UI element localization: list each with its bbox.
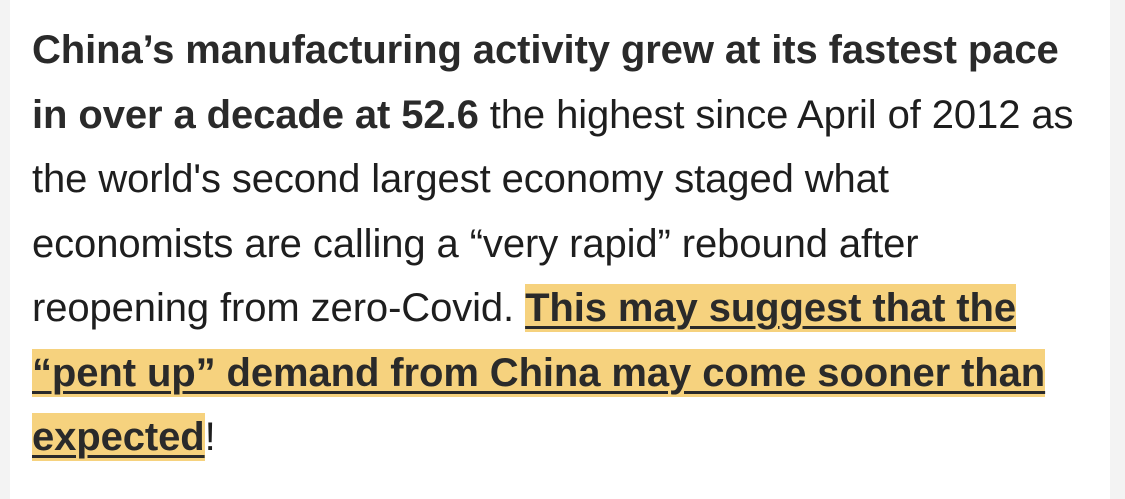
- article-card: China’s manufacturing activity grew at i…: [10, 0, 1110, 499]
- body-text: the highest since April of 2012 as the w…: [32, 92, 1074, 331]
- closing-punctuation: !: [204, 415, 216, 459]
- article-paragraph: China’s manufacturing activity grew at i…: [32, 18, 1092, 470]
- bold-lead-text: China’s manufacturing activity grew at i…: [32, 28, 1059, 137]
